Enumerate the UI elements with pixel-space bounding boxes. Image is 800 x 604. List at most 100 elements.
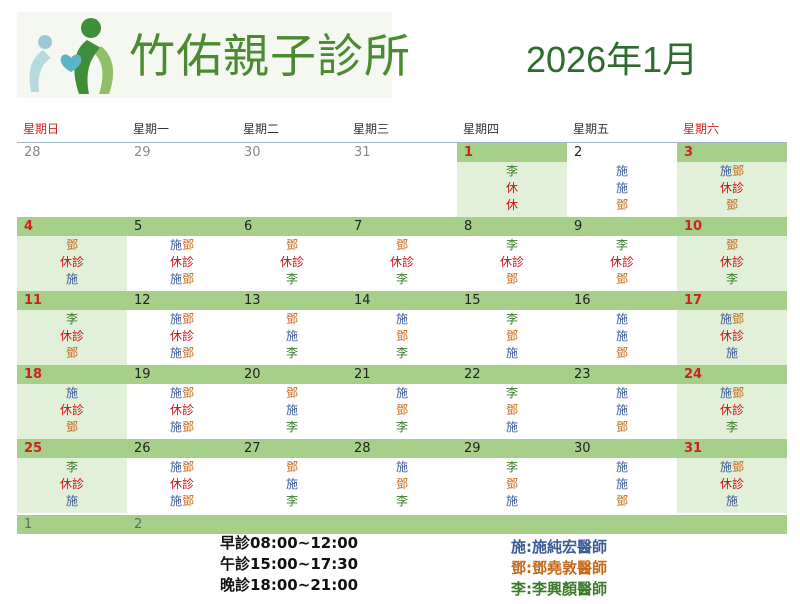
shift-slot: 鄧 [567, 345, 677, 362]
day-cell: 26 施鄧 休診 施鄧 [127, 439, 237, 513]
shift-slot: 鄧 [237, 385, 347, 402]
doctor-tag: 休診 [719, 255, 744, 269]
doctor-tag: 施 [395, 386, 408, 400]
shift-list: 施鄧 休診 施鄧 [127, 384, 237, 436]
doctor-tag: 鄧 [182, 386, 195, 400]
day-number: 23 [574, 367, 591, 382]
shift-list: 李休診鄧 [567, 236, 677, 288]
day-cell: 28 [17, 143, 127, 217]
doctor-tag: 施 [615, 403, 628, 417]
doctor-tag: 施 [169, 460, 182, 474]
day-number: 28 [24, 145, 41, 160]
day-cell: 25 李休診施 [17, 439, 127, 513]
shift-slot: 鄧 [457, 271, 567, 288]
doctor-tag: 休診 [719, 181, 744, 195]
shift-list: 施鄧 休診李 [677, 384, 787, 436]
doctor-tag: 鄧 [65, 420, 78, 434]
day-cell: 31 [347, 143, 457, 217]
shift-slot: 施 [17, 271, 127, 288]
shift-list [17, 162, 127, 163]
shift-slot: 施 [347, 385, 457, 402]
doctor-tag: 施 [505, 346, 518, 360]
doctor-tag: 李 [505, 238, 518, 252]
day-number: 9 [574, 219, 583, 234]
shift-slot: 李 [567, 237, 677, 254]
week-row: 18 施休診鄧 19 施鄧 休診 施鄧 20 鄧施李 21 施鄧李 22 李鄧施 23 施施鄧 24 施鄧 休診… [17, 365, 787, 439]
doctor-tag: 休診 [719, 403, 744, 417]
doctor-tag: 李 [395, 346, 408, 360]
doctor-tag: 施 [615, 312, 628, 326]
hours-morning: 早診08:00~12:00 [220, 534, 359, 552]
weekday-label: 星期日 [23, 122, 60, 136]
day-cell: 17 施鄧 休診施 [677, 291, 787, 365]
doctor-tag: 李 [725, 420, 738, 434]
week-row: 25 李休診施 26 施鄧 休診 施鄧 27 鄧施李 28 施鄧李 29 李鄧施 30 施施鄧 31 施鄧 休診… [17, 439, 787, 513]
shift-slot: 鄧 [567, 271, 677, 288]
day-number: 10 [677, 217, 787, 236]
doctor-tag: 休診 [59, 403, 84, 417]
doctor-tag: 鄧 [395, 477, 408, 491]
doctor-tag: 休診 [59, 255, 84, 269]
shift-slot: 李 [347, 271, 457, 288]
shift-slot: 施鄧 [127, 419, 237, 436]
doctor-tag: 李 [395, 494, 408, 508]
shift-list: 施鄧 休診 施鄧 [127, 236, 237, 288]
doctor-tag: 施 [169, 346, 182, 360]
doctor-legend-item: 施:施純宏醫師 [511, 538, 607, 556]
day-cell: 29 [127, 143, 237, 217]
trailing-day-number: 1 [24, 517, 33, 532]
day-number: 6 [244, 219, 253, 234]
shift-list: 鄧休診李 [677, 236, 787, 288]
shift-slot: 李 [17, 311, 127, 328]
doctor-tag: 鄧 [615, 420, 628, 434]
shift-list: 施鄧 休診 施鄧 [127, 310, 237, 362]
day-number: 18 [17, 365, 127, 384]
day-number: 22 [464, 367, 481, 382]
doctor-legend-item: 鄧:鄧堯敦醫師 [511, 559, 607, 577]
shift-list: 李鄧施 [457, 310, 567, 362]
doctor-tag: 鄧 [285, 238, 298, 252]
day-cell: 24 施鄧 休診李 [677, 365, 787, 439]
week-row: 28 29 30 31 1 李休休 2 施施鄧 3 施鄧 休診鄧 [17, 143, 787, 217]
shift-slot: 休診 [567, 254, 677, 271]
doctor-tag: 休 [505, 181, 518, 195]
day-cell: 30 施施鄧 [567, 439, 677, 513]
doctor-tag: 鄧 [615, 198, 628, 212]
shift-slot: 鄧 [567, 197, 677, 214]
weekday-label: 星期五 [573, 122, 610, 136]
shift-slot: 施鄧 [127, 311, 237, 328]
doctor-legend-item: 李:李興顏醫師 [511, 580, 607, 598]
day-cell: 8 李休診鄧 [457, 217, 567, 291]
shift-list: 鄧休診李 [347, 236, 457, 288]
doctor-tag: 李 [505, 164, 518, 178]
day-cell: 29 李鄧施 [457, 439, 567, 513]
shift-list: 李休診鄧 [457, 236, 567, 288]
clinic-hours: 早診08:00~12:00 午診15:00~17:30 晚診18:00~21:0… [220, 533, 358, 596]
doctor-tag: 施 [169, 312, 182, 326]
day-number: 3 [677, 143, 787, 162]
doctor-tag: 施 [65, 494, 78, 508]
shift-slot: 施 [17, 385, 127, 402]
shift-list: 李休診鄧 [17, 310, 127, 362]
shift-slot: 休診 [17, 254, 127, 271]
doctor-tag: 施 [615, 181, 628, 195]
shift-slot: 鄧 [677, 237, 787, 254]
shift-slot: 鄧 [347, 237, 457, 254]
shift-slot: 施 [457, 493, 567, 510]
shift-list [127, 162, 237, 163]
shift-list [237, 162, 347, 163]
shift-slot: 施鄧 [127, 459, 237, 476]
day-number: 1 [457, 143, 567, 162]
doctor-tag: 施 [169, 420, 182, 434]
doctor-tag: 鄧 [65, 346, 78, 360]
doctor-tag: 李 [505, 460, 518, 474]
shift-slot: 李 [347, 493, 457, 510]
shift-slot: 休診 [17, 402, 127, 419]
doctor-tag: 李 [65, 312, 78, 326]
shift-slot: 李 [17, 459, 127, 476]
shift-slot: 施鄧 [677, 163, 787, 180]
day-number: 17 [677, 291, 787, 310]
shift-slot: 休診 [127, 402, 237, 419]
doctor-tag: 休診 [169, 403, 194, 417]
day-cell: 14 施鄧李 [347, 291, 457, 365]
